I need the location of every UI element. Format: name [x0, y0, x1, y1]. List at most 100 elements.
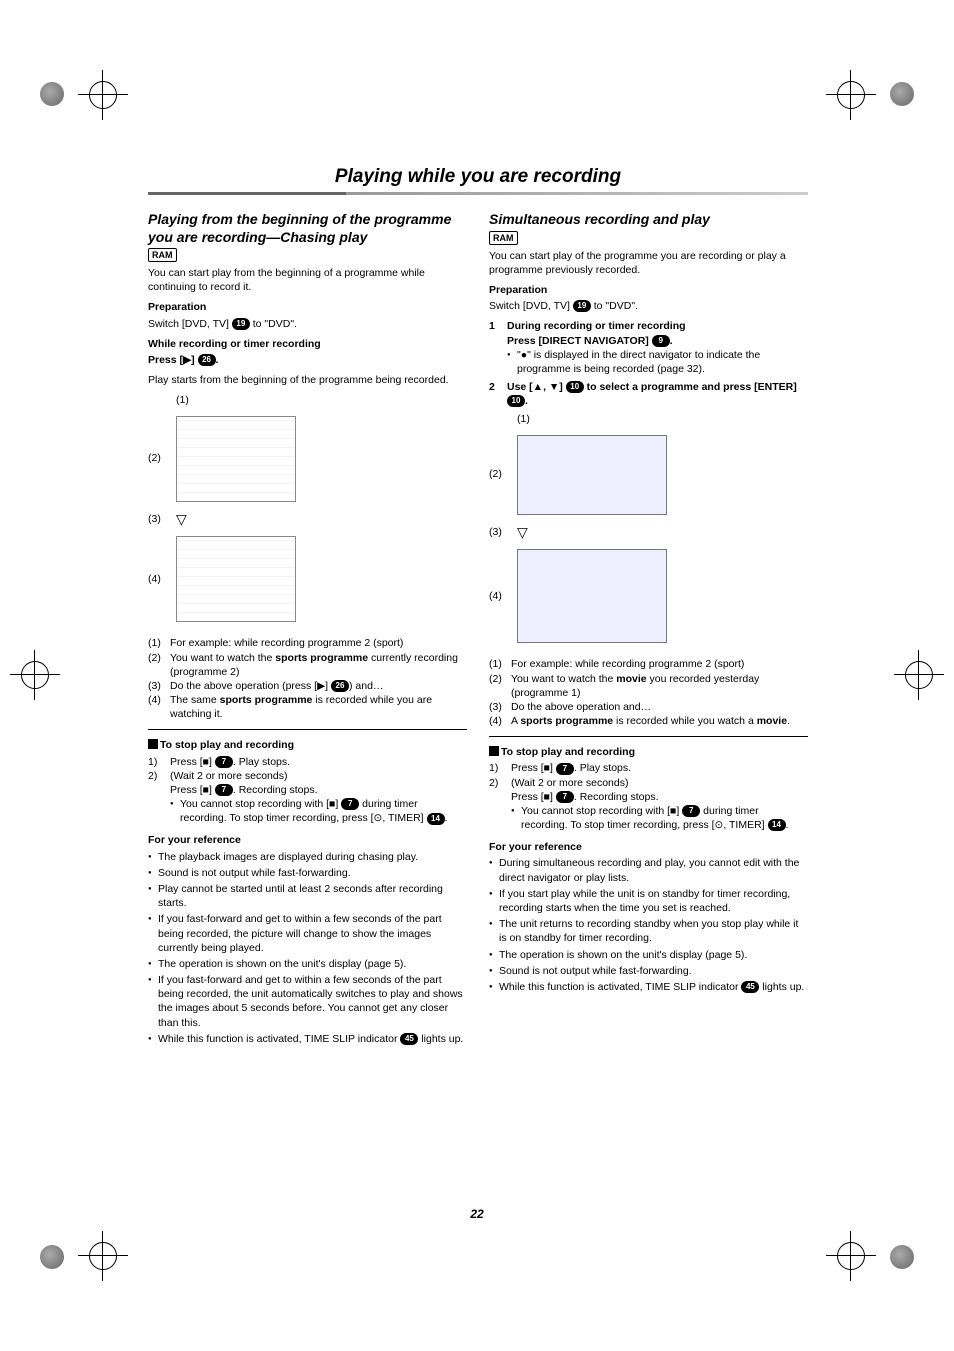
text: Switch [DVD, TV]: [148, 318, 232, 330]
registration-mark: [826, 1231, 876, 1281]
figure-label: (3): [489, 525, 509, 539]
ref-badge: 7: [341, 798, 359, 810]
text: Press [■]: [170, 784, 215, 796]
page-title: Playing while you are recording: [148, 166, 808, 192]
down-arrow-icon: ▽: [176, 510, 187, 529]
text: For example: while recording programme 2…: [170, 636, 403, 650]
registration-mark: [826, 70, 876, 120]
figure-note: (2)You want to watch the movie you recor…: [489, 672, 808, 700]
bold-text: sports programme: [275, 652, 368, 664]
press-instruction: Press [▶] 26.: [148, 353, 467, 367]
text: You cannot stop recording with [■]: [180, 798, 341, 810]
press-description: Play starts from the beginning of the pr…: [148, 373, 467, 387]
right-column: Simultaneous recording and play RAM You …: [489, 211, 808, 1048]
reference-label: For your reference: [489, 840, 808, 854]
stop-step: 1)Press [■] 7. Play stops.: [489, 761, 808, 775]
sub-note: "●" is displayed in the direct navigator…: [507, 348, 808, 376]
left-column: Playing from the beginning of the progra…: [148, 211, 467, 1048]
figure-note: (1)For example: while recording programm…: [148, 636, 467, 650]
text: To stop play and recording: [501, 746, 635, 758]
preparation-label: Preparation: [489, 283, 808, 297]
text: You want to watch the sports programme c…: [170, 651, 467, 679]
preparation-text: Switch [DVD, TV] 19 to "DVD".: [148, 317, 467, 331]
registration-mark: [78, 1231, 128, 1281]
ram-badge: RAM: [489, 231, 518, 245]
figure-note: (4)A sports programme is recorded while …: [489, 714, 808, 728]
print-dot: [40, 82, 64, 106]
play-icon: ▶: [183, 354, 191, 366]
text: Press [■]: [170, 756, 215, 768]
figure-note: (3)Do the above operation and…: [489, 700, 808, 714]
step: 2 Use [▲, ▼] 10 to select a programme an…: [489, 380, 808, 408]
reference-item: Sound is not output while fast-forwardin…: [148, 866, 467, 880]
figure-label: (2): [148, 451, 168, 465]
stop-step: 2) (Wait 2 or more seconds) Press [■] 7.…: [489, 776, 808, 835]
figure-note: (4)The same sports programme is recorded…: [148, 693, 467, 721]
text: For example: while recording programme 2…: [511, 657, 744, 671]
step-number: 2: [489, 380, 501, 408]
ref-badge: 7: [556, 791, 574, 803]
navigator-illustration: [517, 549, 667, 643]
ref-badge: 19: [232, 318, 250, 330]
text: .: [445, 812, 448, 824]
bold-text: sports programme: [520, 715, 613, 727]
reference-item: The operation is shown on the unit's dis…: [148, 957, 467, 971]
figure-label: (2): [489, 467, 509, 481]
ref-badge: 7: [215, 784, 233, 796]
stop-heading: To stop play and recording: [148, 738, 467, 752]
ref-badge: 7: [682, 805, 700, 817]
figure-label: (4): [489, 589, 509, 603]
ref-badge: 19: [573, 300, 591, 312]
figure-label: (3): [148, 512, 168, 526]
figure-label: (4): [148, 572, 168, 586]
print-dot: [890, 1245, 914, 1269]
text: Press [■] 7. Play stops.: [170, 755, 290, 769]
text: The same sports programme is recorded wh…: [170, 693, 467, 721]
text: Press [DIRECT NAVIGATOR]: [507, 335, 652, 347]
divider: [489, 736, 808, 737]
reference-item: Play cannot be started until at least 2 …: [148, 882, 467, 910]
step-body: During recording or timer recording Pres…: [507, 319, 808, 378]
ref-badge: 7: [215, 756, 233, 768]
ref-badge: 7: [556, 763, 574, 775]
step: 1 During recording or timer recording Pr…: [489, 319, 808, 378]
page-content: Playing while you are recording Playing …: [148, 166, 808, 1048]
stop-step: 2) (Wait 2 or more seconds) Press [■] 7.…: [148, 769, 467, 828]
ref-badge: 45: [741, 981, 759, 993]
figure-label: (1): [517, 412, 537, 426]
text: to select a programme and press [ENTER]: [584, 381, 797, 393]
reference-item: The operation is shown on the unit's dis…: [489, 948, 808, 962]
stop-heading: To stop play and recording: [489, 745, 808, 759]
text: Press [■]: [511, 791, 556, 803]
text: A sports programme is recorded while you…: [511, 714, 790, 728]
text: .: [525, 395, 528, 407]
while-recording-label: While recording or timer recording: [148, 337, 467, 351]
registration-mark: [78, 70, 128, 120]
text: (Wait 2 or more seconds): [511, 777, 628, 789]
text: Switch [DVD, TV]: [489, 300, 573, 312]
step-number: 1: [489, 319, 501, 378]
text: Use [▲, ▼]: [507, 381, 566, 393]
sub-note: You cannot stop recording with [■] 7 dur…: [511, 804, 808, 832]
text: You want to watch the movie you recorded…: [511, 672, 808, 700]
print-dot: [40, 1245, 64, 1269]
bold-text: movie: [757, 715, 787, 727]
preparation-label: Preparation: [148, 300, 467, 314]
registration-mark: [10, 650, 60, 700]
section-heading: Simultaneous recording and play: [489, 211, 808, 229]
reference-item: If you fast-forward and get to within a …: [148, 973, 467, 1030]
text: Do the above operation and…: [511, 700, 651, 714]
text: . Play stops.: [574, 762, 631, 774]
sport-illustration: [176, 416, 296, 502]
reference-item: While this function is activated, TIME S…: [148, 1032, 467, 1046]
divider: [148, 729, 467, 730]
section-heading: Playing from the beginning of the progra…: [148, 211, 467, 246]
page-number: 22: [0, 1207, 954, 1221]
text: (Wait 2 or more seconds) Press [■] 7. Re…: [170, 769, 467, 828]
print-dot: [890, 82, 914, 106]
ref-badge: 45: [400, 1033, 418, 1045]
reference-list: The playback images are displayed during…: [148, 850, 467, 1046]
bold-text: movie: [616, 673, 646, 685]
figure-label: (1): [176, 393, 196, 407]
text: (Wait 2 or more seconds) Press [■] 7. Re…: [511, 776, 808, 835]
